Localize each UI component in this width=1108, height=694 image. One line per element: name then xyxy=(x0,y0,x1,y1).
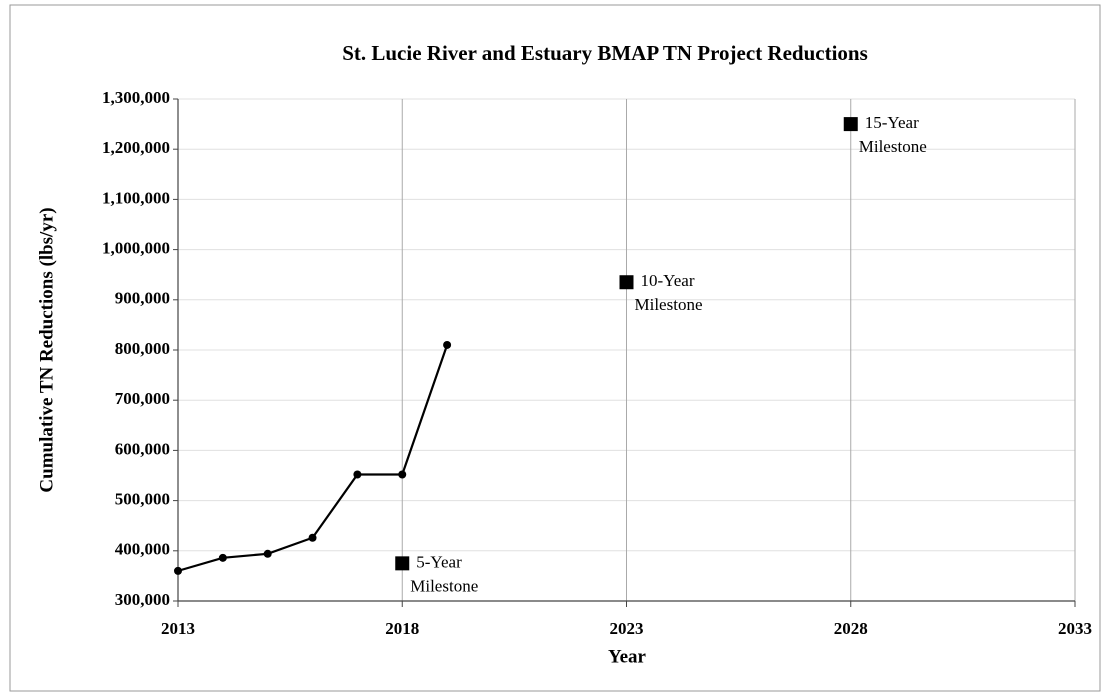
y-tick-label: 500,000 xyxy=(115,490,170,509)
y-tick-label: 1,300,000 xyxy=(102,88,170,107)
y-tick-label: 700,000 xyxy=(115,389,170,408)
x-tick-label: 2013 xyxy=(161,619,195,638)
chart-title: St. Lucie River and Estuary BMAP TN Proj… xyxy=(342,41,868,65)
data-point xyxy=(308,533,317,542)
frame xyxy=(9,4,1101,692)
annotation: Milestone xyxy=(635,295,703,314)
y-tick-label: 1,100,000 xyxy=(102,188,170,207)
milestone-marker xyxy=(395,556,410,571)
y-tick-label: 900,000 xyxy=(115,289,170,308)
annotation: 10-Year xyxy=(641,271,695,290)
y-tick-label: 1,200,000 xyxy=(102,138,170,157)
x-tick-label: 2028 xyxy=(834,619,868,638)
milestone-marker xyxy=(843,117,858,132)
data-point xyxy=(398,470,407,479)
milestone-marker xyxy=(619,275,634,290)
data-point xyxy=(174,566,182,575)
data-point xyxy=(263,549,272,558)
x-axis-label: Year xyxy=(608,646,647,667)
annotation: 5-Year xyxy=(416,552,462,571)
x-tick-label: 2018 xyxy=(385,619,419,638)
y-tick-label: 600,000 xyxy=(115,439,170,458)
x-tick-label: 2033 xyxy=(1058,619,1092,638)
data-point xyxy=(218,553,227,562)
y-tick-label: 300,000 xyxy=(115,590,170,609)
x-tick-label: 2023 xyxy=(610,619,644,638)
y-tick-label: 800,000 xyxy=(115,339,170,358)
data-point xyxy=(353,470,362,479)
annotation: 15-Year xyxy=(865,113,919,132)
y-tick-label: 1,000,000 xyxy=(102,239,170,258)
y-tick-label: 400,000 xyxy=(115,540,170,559)
y-axis-label: Cumulative TN Reductions (lbs/yr) xyxy=(36,207,57,492)
annotation: Milestone xyxy=(410,576,478,595)
annotation: Milestone xyxy=(859,137,927,156)
data-point xyxy=(443,340,452,349)
